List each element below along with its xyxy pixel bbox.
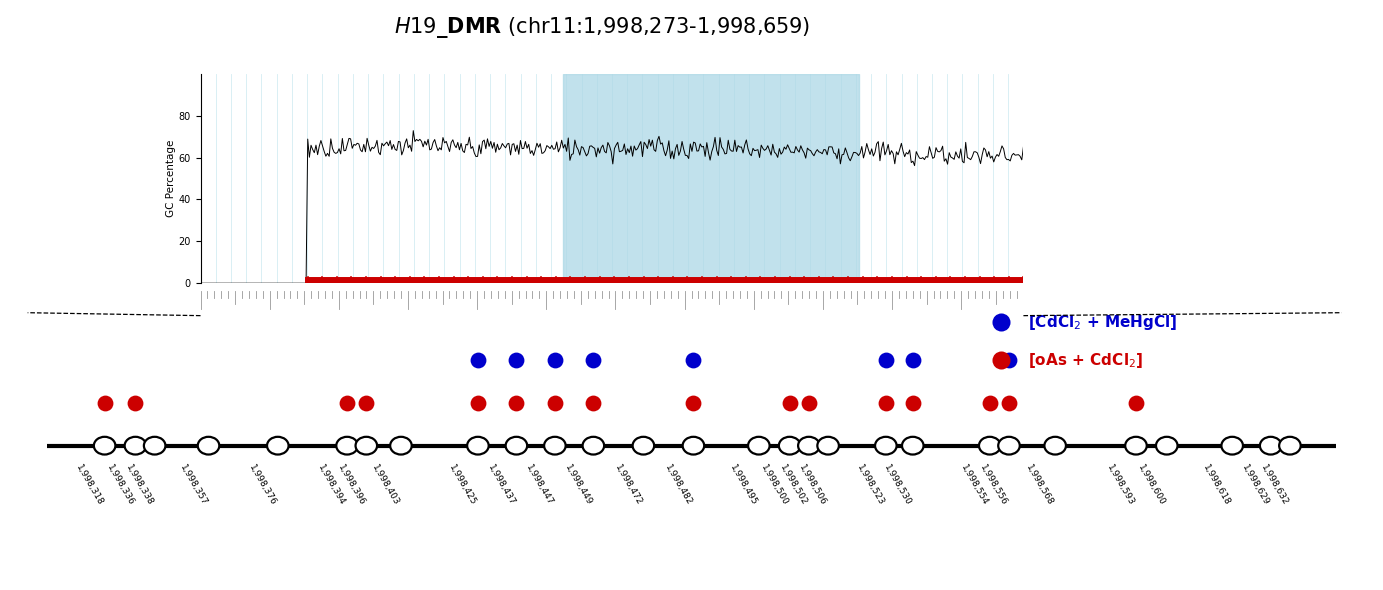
- Circle shape: [582, 437, 604, 454]
- Circle shape: [979, 437, 1000, 454]
- Point: [902, 355, 924, 365]
- Text: 1,998,425: 1,998,425: [447, 463, 479, 507]
- Text: 1,998,530: 1,998,530: [882, 463, 913, 507]
- Text: 1,998,568: 1,998,568: [1025, 463, 1055, 507]
- Circle shape: [267, 437, 289, 454]
- Circle shape: [1126, 437, 1147, 454]
- Circle shape: [336, 437, 358, 454]
- Text: 1,998,495: 1,998,495: [729, 463, 759, 507]
- Circle shape: [1044, 437, 1066, 454]
- Circle shape: [506, 437, 527, 454]
- Text: 1,998,338: 1,998,338: [124, 463, 155, 507]
- Point: [875, 398, 898, 408]
- Text: 1,998,403: 1,998,403: [371, 463, 401, 507]
- Circle shape: [632, 437, 654, 454]
- Point: [124, 398, 147, 408]
- Circle shape: [467, 437, 488, 454]
- Text: 1,998,357: 1,998,357: [178, 463, 209, 507]
- Text: 1,998,600: 1,998,600: [1135, 463, 1167, 507]
- Circle shape: [798, 437, 820, 454]
- Text: 1,998,472: 1,998,472: [613, 463, 643, 507]
- Circle shape: [1279, 437, 1300, 454]
- Point: [999, 398, 1021, 408]
- Point: [999, 355, 1021, 365]
- Point: [94, 398, 116, 408]
- Point: [544, 355, 566, 365]
- Text: 1,998,437: 1,998,437: [485, 463, 516, 507]
- Point: [355, 398, 378, 408]
- Point: [505, 398, 527, 408]
- Text: 1,998,506: 1,998,506: [798, 463, 828, 507]
- Point: [990, 355, 1012, 365]
- Point: [779, 398, 801, 408]
- Point: [467, 398, 490, 408]
- Point: [582, 355, 604, 365]
- Point: [582, 398, 604, 408]
- Circle shape: [683, 437, 704, 454]
- Text: $\mathit{H19}$$\mathbf{\_DMR}$ (chr11:1,998,273-1,998,659): $\mathit{H19}$$\mathbf{\_DMR}$ (chr11:1,…: [394, 15, 809, 40]
- Text: 1,998,449: 1,998,449: [563, 463, 593, 507]
- Text: 1,998,523: 1,998,523: [855, 463, 887, 507]
- Circle shape: [1221, 437, 1243, 454]
- Point: [544, 398, 566, 408]
- Text: 1,998,336: 1,998,336: [105, 463, 136, 507]
- Circle shape: [355, 437, 378, 454]
- Text: 1,998,318: 1,998,318: [73, 463, 105, 507]
- Circle shape: [124, 437, 147, 454]
- Text: 1,998,556: 1,998,556: [978, 463, 1010, 507]
- Point: [798, 398, 820, 408]
- Point: [979, 398, 1001, 408]
- Text: 1,998,618: 1,998,618: [1202, 463, 1232, 507]
- Text: 1,998,396: 1,998,396: [336, 463, 366, 507]
- Text: 1,998,632: 1,998,632: [1260, 463, 1290, 507]
- Circle shape: [999, 437, 1019, 454]
- Text: 1,998,376: 1,998,376: [248, 463, 278, 507]
- Point: [467, 355, 490, 365]
- Circle shape: [94, 437, 115, 454]
- Text: 1,998,447: 1,998,447: [524, 463, 555, 507]
- Circle shape: [390, 437, 412, 454]
- Point: [336, 398, 358, 408]
- Text: 1,998,629: 1,998,629: [1241, 463, 1271, 507]
- Point: [682, 355, 704, 365]
- Point: [1124, 398, 1147, 408]
- Bar: [563, 74, 859, 283]
- Circle shape: [748, 437, 769, 454]
- Point: [505, 355, 527, 365]
- Circle shape: [779, 437, 801, 454]
- Text: 1,998,502: 1,998,502: [779, 463, 809, 507]
- Circle shape: [1156, 437, 1177, 454]
- Text: [oAs + CdCl$_2$]: [oAs + CdCl$_2$]: [1028, 350, 1144, 370]
- Text: 1,998,500: 1,998,500: [759, 463, 790, 507]
- Text: 1,998,394: 1,998,394: [317, 463, 347, 507]
- Text: 1,998,554: 1,998,554: [960, 463, 990, 507]
- Circle shape: [198, 437, 220, 454]
- Circle shape: [144, 437, 166, 454]
- Point: [875, 355, 898, 365]
- Point: [990, 317, 1012, 327]
- Circle shape: [1260, 437, 1282, 454]
- Text: 1,998,482: 1,998,482: [662, 463, 693, 507]
- Text: [CdCl$_2$ + MeHgCl]: [CdCl$_2$ + MeHgCl]: [1028, 313, 1178, 332]
- Point: [682, 398, 704, 408]
- Circle shape: [544, 437, 566, 454]
- Point: [902, 398, 924, 408]
- Text: 1,998,593: 1,998,593: [1105, 463, 1135, 507]
- Circle shape: [902, 437, 924, 454]
- Circle shape: [817, 437, 839, 454]
- Y-axis label: GC Percentage: GC Percentage: [166, 140, 176, 217]
- Circle shape: [875, 437, 896, 454]
